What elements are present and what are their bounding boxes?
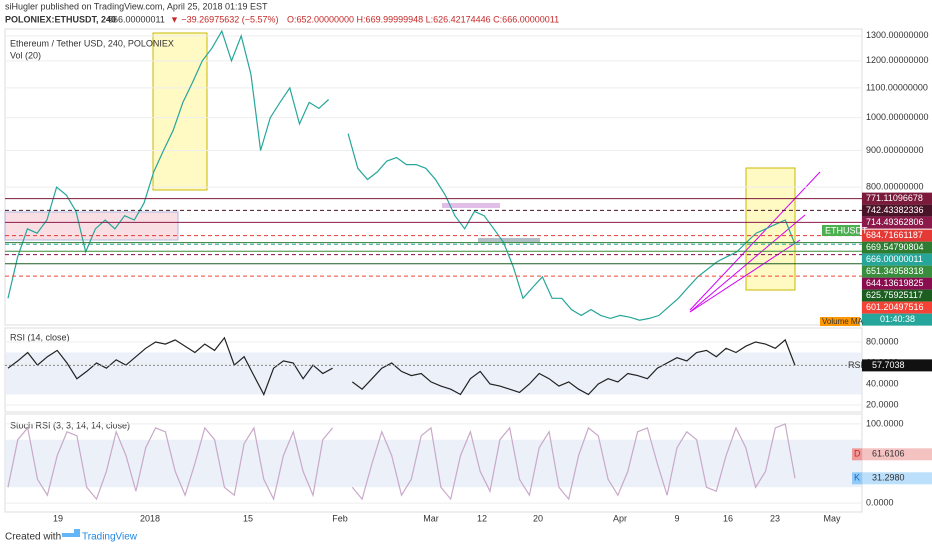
x-tick-label: Feb [332, 513, 348, 523]
x-tick-label: 19 [53, 513, 63, 523]
x-tick-label: Mar [423, 513, 439, 523]
price-tag-label: 684.71661187 [866, 230, 923, 240]
band [5, 352, 862, 395]
x-tick-label: May [823, 513, 841, 523]
d-last-tag [862, 448, 932, 461]
zone-box [478, 238, 540, 242]
symbol-tag-label: ETHUSDT [825, 225, 868, 235]
price-tag [862, 253, 932, 266]
ohlc: O:652.00000000 H:669.99999948 L:626.4217… [287, 14, 559, 24]
price-tag-label: 742.43382336 [866, 205, 924, 215]
symbol-tag [822, 225, 860, 236]
pane-title: Ethereum / Tether USD, 240, POLONIEX [10, 38, 174, 48]
y-tick-label: 100.0000 [866, 418, 904, 428]
price-tag [862, 265, 932, 278]
price-tag [862, 204, 932, 217]
y-tick-label: 1000.00000000 [866, 112, 929, 122]
x-tick-label: 23 [770, 513, 780, 523]
price-pane [4, 28, 863, 326]
price-tag-label: 601.20497516 [866, 302, 924, 312]
x-tick-label: 9 [674, 513, 679, 523]
series-line [7, 336, 333, 396]
y-tick-label: 40.0000 [866, 378, 899, 388]
series-line [351, 338, 796, 396]
pane-title: Stoch RSI (3, 3, 14, 14, close) [10, 420, 130, 430]
series-line [351, 423, 796, 501]
zone-box [442, 203, 500, 208]
trend-line [689, 171, 821, 311]
price-tag-label: 714.49362806 [866, 217, 924, 227]
y-tick-label: 1300.00000000 [866, 30, 929, 40]
y-tick-label: 1100.00000000 [866, 82, 928, 92]
x-tick-label: 12 [477, 513, 487, 523]
price-tag-label: 651.34958318 [866, 266, 924, 276]
k-tag-label: K [854, 473, 860, 483]
price-tag-label: 644.13619825 [866, 278, 924, 288]
price-tag [862, 301, 932, 314]
y-tick-label: 1200.00000000 [866, 55, 929, 65]
x-tick-label: Apr [613, 513, 627, 523]
price-tag [862, 277, 932, 290]
price-tag [862, 289, 932, 302]
series-line [7, 29, 330, 299]
last-price: 666.00000011 [108, 14, 165, 24]
price-tag-label: 771.11096678 [866, 193, 923, 203]
y-tick-label: 20.0000 [866, 399, 899, 409]
price-tag [862, 216, 932, 229]
countdown-tag [862, 313, 932, 326]
d-tag-label: D [854, 449, 861, 459]
footer-brand: TradingView [82, 532, 138, 543]
x-tick-label: 2018 [140, 513, 160, 523]
k-last: 31.2980 [872, 473, 905, 483]
x-tick-label: 20 [533, 513, 543, 523]
price-tag-label: 669.54790804 [866, 242, 924, 252]
x-tick-label: 16 [723, 513, 733, 523]
series-line [7, 426, 334, 501]
k-last-tag [862, 472, 932, 485]
y-tick-label: 0.0000 [866, 497, 894, 507]
pane-indicator: Vol (20) [10, 50, 41, 60]
price-tag-label: 666.00000011 [866, 254, 923, 264]
rsi-last-tag [862, 359, 932, 372]
y-tick-label: 80.0000 [866, 336, 899, 346]
price-tag-label: 625.75925117 [866, 290, 923, 300]
countdown: 01:40:38 [880, 314, 915, 324]
rsi-tag: RSI [848, 360, 863, 370]
y-tick-label: 900.00000000 [866, 145, 924, 155]
volume-ma: Volume MA [822, 317, 864, 326]
price-tag [862, 241, 932, 254]
rsi-last: 57.7038 [872, 360, 905, 370]
publisher: siHugler published on TradingView.com, A… [5, 1, 268, 11]
k-tag [852, 472, 862, 485]
footer-created: Created with [5, 532, 61, 543]
y-tick-label: 800.00000000 [866, 182, 924, 192]
volume-ma-tag [820, 317, 860, 326]
price-tag [862, 192, 932, 205]
d-tag [852, 448, 862, 461]
trend-line [689, 239, 801, 313]
x-tick-label: 15 [243, 513, 253, 523]
change: ▼ −39.26975632 (−5.57%) [170, 14, 279, 24]
pane-title: RSI (14, close) [10, 332, 70, 342]
price-tag [862, 229, 932, 242]
symbol: POLONIEX:ETHUSDT, 240 [5, 14, 116, 24]
logo [62, 529, 80, 537]
band [5, 439, 862, 488]
d-last: 61.6106 [872, 449, 905, 459]
series-line [347, 133, 796, 321]
